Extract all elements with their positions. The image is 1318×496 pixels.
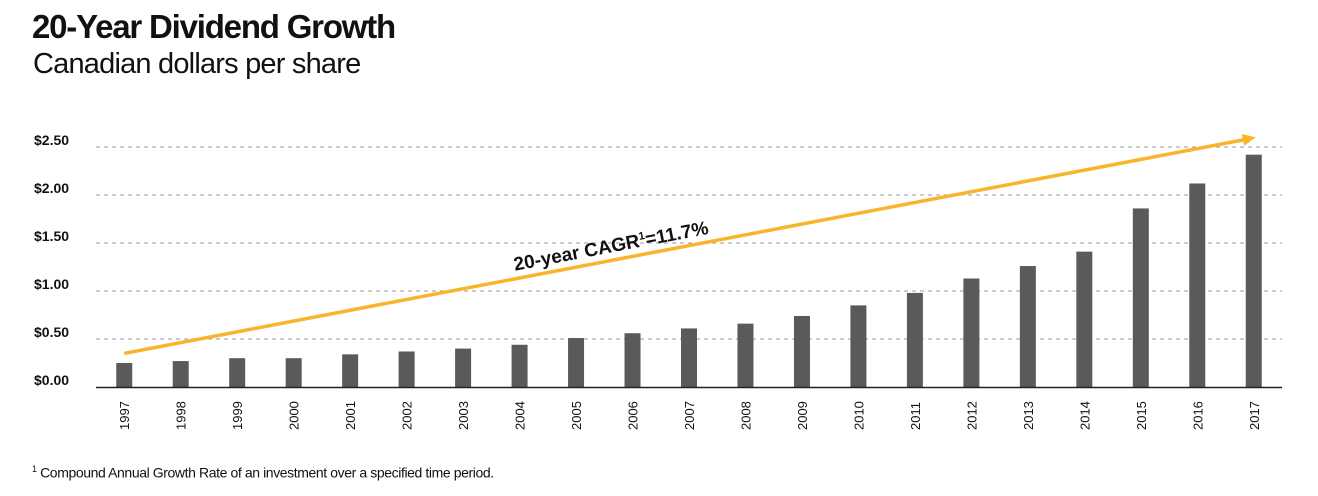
footnote-marker: 1 [32, 464, 37, 474]
y-tick-label: $2.00 [34, 180, 69, 196]
bar-2017 [1245, 154, 1262, 387]
footnote: 1 Compound Annual Growth Rate of an inve… [32, 464, 494, 481]
x-tick-label: 2015 [1134, 401, 1149, 430]
grid-layer [96, 146, 1282, 340]
bar-2004 [511, 344, 528, 387]
bar-2001 [342, 354, 359, 387]
x-tick-label: 2011 [908, 402, 923, 430]
x-tick-label: 2012 [964, 401, 979, 430]
x-tick-label: 2010 [851, 401, 866, 430]
bar-2011 [906, 292, 923, 387]
x-tick-label: 2014 [1077, 401, 1092, 430]
bar-1999 [229, 358, 246, 387]
trend-line [123, 136, 1251, 356]
x-tick-label: 2013 [1021, 401, 1036, 430]
x-tick-label: 1999 [230, 401, 245, 430]
x-tick-label: 2002 [400, 401, 415, 430]
x-tick-label: 2017 [1247, 401, 1262, 430]
x-tick-label: 2004 [513, 401, 528, 430]
x-axis-labels: 1997 1998 1999 2000 2001 2002 2003 2004 2005 2006… [117, 401, 1262, 430]
bar-2000 [285, 358, 302, 387]
x-tick-label: 2016 [1190, 401, 1205, 430]
y-tick-label: $1.50 [34, 228, 69, 244]
x-tick-label: 2003 [456, 401, 471, 430]
cagr-annotation-main: 20-year CAGR [512, 231, 642, 276]
y-tick-label: $1.00 [34, 276, 69, 292]
x-tick-label: 2008 [738, 401, 753, 430]
y-tick-label: $2.50 [34, 132, 69, 148]
cagr-annotation-sup: 1 [638, 230, 646, 243]
bar-2003 [455, 348, 472, 387]
bar-2008 [737, 323, 754, 387]
bar-2013 [1019, 266, 1036, 387]
bar-1997 [116, 363, 133, 387]
x-tick-label: 1998 [174, 401, 189, 430]
bar-2007 [681, 328, 697, 387]
x-tick-label: 2007 [682, 401, 697, 430]
bar-2014 [1076, 251, 1093, 387]
bar-2010 [850, 305, 867, 387]
bar-2015 [1132, 208, 1149, 387]
trend-arrowhead [1241, 133, 1256, 146]
bar-2012 [963, 278, 980, 387]
chart-title: 20-Year Dividend Growth [32, 8, 396, 45]
bar-series [116, 154, 1262, 387]
bar-2005 [568, 338, 585, 387]
x-tick-label: 2000 [287, 401, 302, 430]
x-tick-label: 2006 [626, 401, 641, 430]
bar-2009 [793, 315, 810, 387]
x-tick-label: 2001 [343, 401, 358, 430]
bar-1998 [172, 361, 189, 387]
trend-layer [123, 133, 1256, 356]
footnote-text: Compound Annual Growth Rate of an invest… [36, 464, 494, 481]
y-axis-ticks: $0.00 $0.50 $1.00 $1.50 $2.00 $2.50 [34, 132, 69, 388]
x-tick-label: 2009 [795, 401, 810, 430]
y-tick-label: $0.00 [34, 372, 69, 388]
bar-2006 [624, 333, 641, 387]
x-tick-label: 1997 [117, 401, 132, 430]
x-tick-label: 2005 [569, 401, 584, 430]
bar-2016 [1189, 183, 1206, 387]
bar-2002 [398, 351, 415, 387]
cagr-annotation-suffix: =11.7% [644, 218, 711, 251]
y-tick-label: $0.50 [34, 324, 69, 340]
chart-subtitle: Canadian dollars per share [33, 48, 361, 80]
